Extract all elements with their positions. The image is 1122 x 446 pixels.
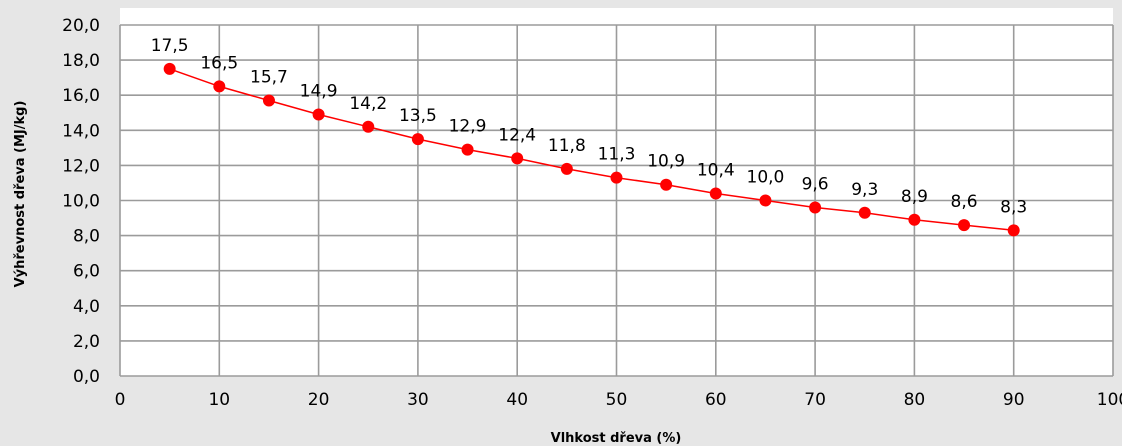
- x-tick-label: 0: [115, 390, 126, 410]
- x-axis-title: Vlhkost dřeva (%): [551, 431, 682, 446]
- x-tick-label: 50: [606, 390, 628, 410]
- data-label: 10,0: [747, 168, 785, 188]
- data-label: 11,8: [548, 136, 586, 156]
- data-point: [262, 94, 275, 107]
- x-tick-label: 100: [1097, 390, 1122, 410]
- data-point: [660, 178, 673, 191]
- x-tick-label: 20: [308, 390, 330, 410]
- data-point: [610, 171, 623, 184]
- y-tick-label: 4,0: [73, 297, 100, 317]
- data-point: [908, 213, 921, 226]
- data-label: 9,6: [802, 175, 829, 195]
- data-label: 12,9: [449, 117, 487, 137]
- data-point: [709, 187, 722, 200]
- data-label: 10,9: [647, 152, 685, 172]
- data-label: 11,3: [598, 145, 636, 165]
- data-label: 15,7: [250, 67, 288, 87]
- y-tick-label: 12,0: [62, 156, 100, 176]
- data-point: [411, 133, 424, 146]
- x-tick-label: 80: [904, 390, 926, 410]
- data-point: [163, 62, 176, 75]
- x-tick-label: 40: [506, 390, 528, 410]
- y-tick-label: 20,0: [62, 16, 100, 36]
- data-label: 8,6: [951, 192, 978, 212]
- y-tick-label: 8,0: [73, 227, 100, 247]
- y-tick-label: 14,0: [62, 121, 100, 141]
- x-axis-ticks: 0 10 20 30 40 50 60 70 80 90 100: [115, 390, 1122, 410]
- data-point: [809, 201, 822, 214]
- x-tick-label: 60: [705, 390, 727, 410]
- y-tick-label: 18,0: [62, 51, 100, 71]
- y-tick-label: 2,0: [73, 332, 100, 352]
- data-label: 12,4: [498, 125, 536, 145]
- data-point: [1007, 224, 1020, 237]
- data-label: 14,9: [300, 82, 338, 102]
- data-label: 10,4: [697, 160, 735, 180]
- data-point: [312, 108, 325, 121]
- data-label: 13,5: [399, 106, 437, 126]
- data-point: [759, 194, 772, 207]
- data-labels: 17,5 16,5 15,7 14,9 14,2 13,5 12,9 12,4 11,8 11,3…: [151, 36, 1028, 217]
- y-tick-label: 0,0: [73, 367, 100, 387]
- series-line: [169, 68, 1014, 232]
- data-point: [213, 80, 226, 93]
- x-tick-label: 70: [804, 390, 826, 410]
- data-label: 14,2: [349, 94, 387, 114]
- data-point: [461, 143, 474, 156]
- y-axis-title: Výhřevnost dřeva (MJ/kg): [13, 101, 28, 288]
- grid-lines: [119, 24, 1114, 377]
- x-tick-label: 30: [407, 390, 429, 410]
- data-point: [362, 120, 375, 133]
- data-point: [958, 219, 971, 232]
- data-label: 8,9: [901, 187, 928, 207]
- y-tick-label: 10,0: [62, 192, 100, 212]
- x-tick-label: 90: [1003, 390, 1025, 410]
- data-label: 17,5: [151, 36, 189, 56]
- y-tick-label: 6,0: [73, 262, 100, 282]
- data-label: 8,3: [1000, 197, 1027, 217]
- data-markers: [163, 62, 1020, 237]
- data-point: [511, 152, 524, 165]
- data-label: 9,3: [851, 180, 878, 200]
- data-label: 16,5: [200, 53, 238, 73]
- y-tick-label: 16,0: [62, 86, 100, 106]
- y-axis-ticks: 0,0 2,0 4,0 6,0 8,0 10,0 12,0 14,0 16,0 18,0 20,0: [62, 16, 100, 387]
- data-point: [560, 162, 573, 175]
- x-tick-label: 10: [208, 390, 230, 410]
- data-point: [858, 206, 871, 219]
